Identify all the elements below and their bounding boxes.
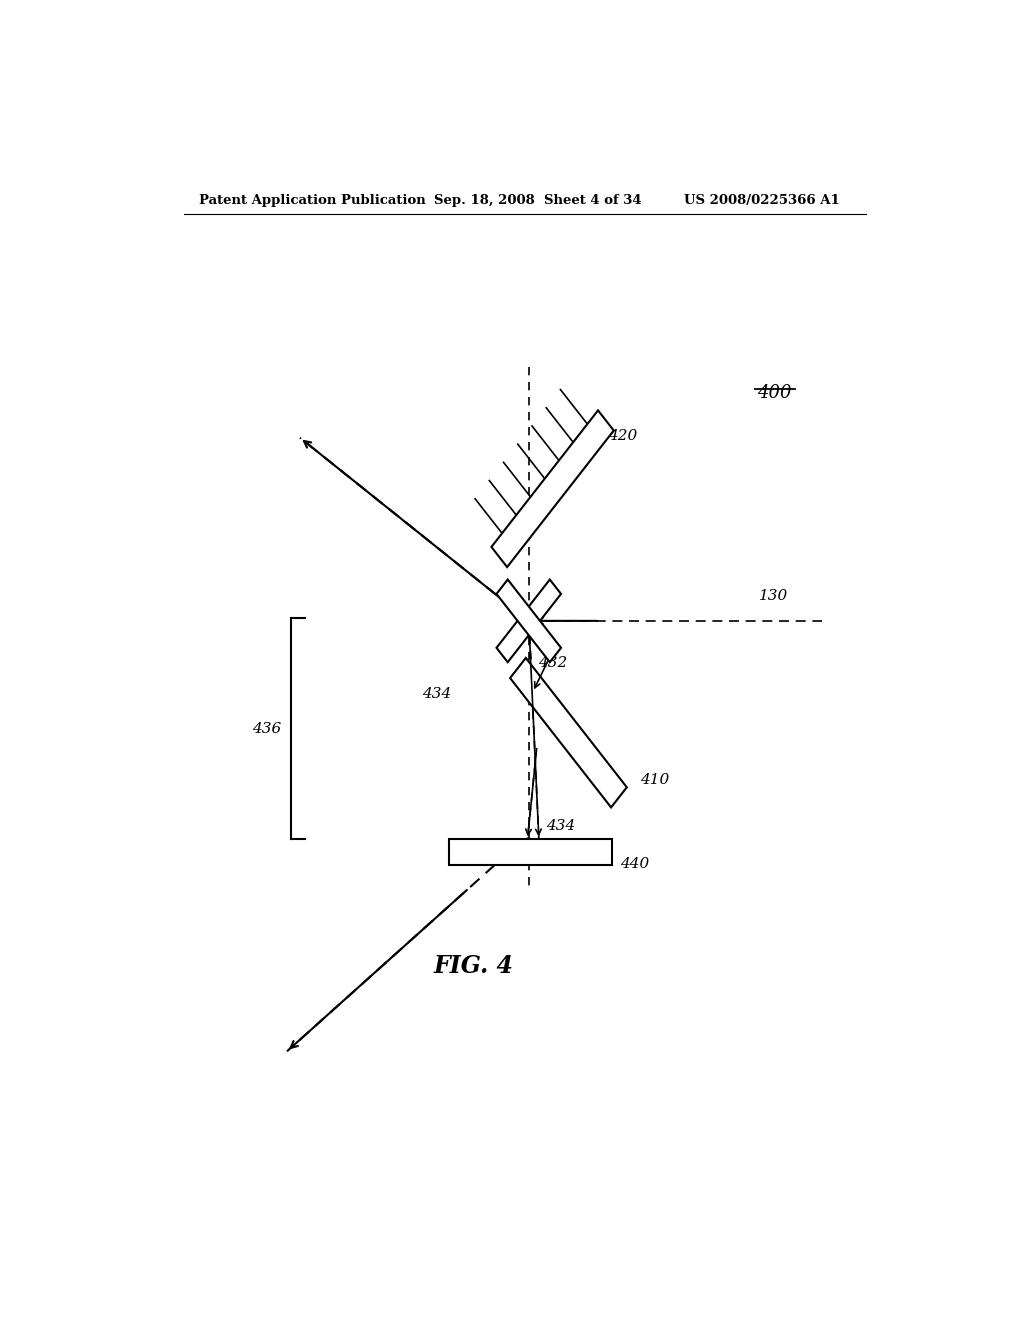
Polygon shape [510, 657, 627, 808]
Text: Patent Application Publication: Patent Application Publication [200, 194, 426, 207]
Text: 434: 434 [546, 818, 575, 833]
Polygon shape [497, 579, 561, 663]
Text: 130: 130 [759, 589, 788, 602]
Text: 440: 440 [620, 857, 649, 871]
Text: 420: 420 [608, 429, 637, 444]
Text: 434: 434 [422, 686, 451, 701]
Text: 410: 410 [640, 774, 669, 787]
Polygon shape [492, 411, 613, 568]
Text: FIG. 4: FIG. 4 [433, 954, 513, 978]
Bar [450, 840, 612, 865]
Text: Sep. 18, 2008  Sheet 4 of 34: Sep. 18, 2008 Sheet 4 of 34 [433, 194, 641, 207]
Text: 432: 432 [539, 656, 567, 671]
Polygon shape [497, 579, 561, 663]
Text: 436: 436 [252, 722, 282, 735]
Text: US 2008/0225366 A1: US 2008/0225366 A1 [684, 194, 840, 207]
Text: 400: 400 [758, 384, 792, 403]
